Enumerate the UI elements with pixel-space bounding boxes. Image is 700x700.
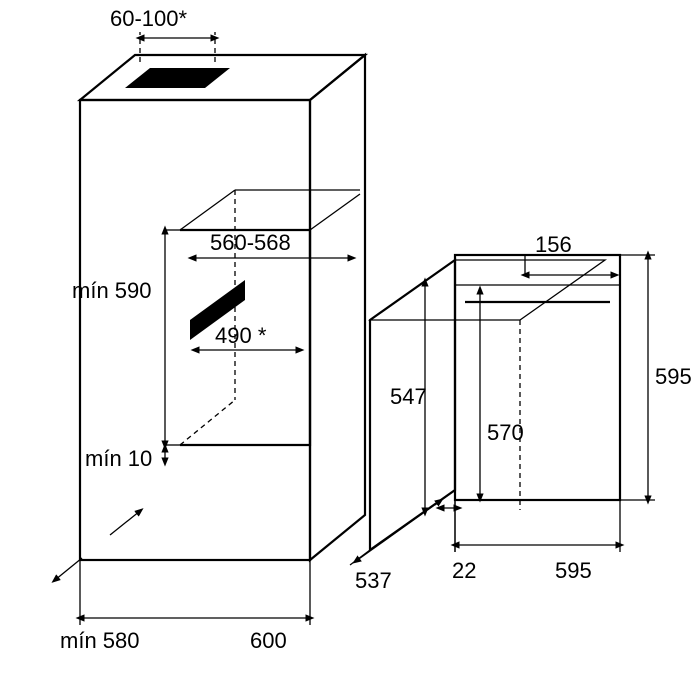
label-front-inner: 570 — [487, 420, 524, 445]
label-cabinet-width: 600 — [250, 628, 287, 653]
label-gap: mín 10 — [85, 446, 152, 471]
label-front-offset: 22 — [452, 558, 476, 583]
label-front-width: 595 — [555, 558, 592, 583]
label-oven-depth: 537 — [355, 568, 392, 593]
label-opening-height: mín 590 — [72, 278, 152, 303]
label-body-height: 547 — [390, 384, 427, 409]
oven-dimension-diagram: 60-100* 560-568 490 * mín 590 mín 10 600 — [0, 0, 700, 700]
label-panel-width: 156 — [535, 232, 572, 257]
cabinet-cutout: 60-100* 560-568 490 * mín 590 mín 10 600 — [55, 6, 365, 653]
label-inner-width: 560-568 — [210, 230, 291, 255]
label-vent: 60-100* — [110, 6, 188, 31]
label-front-height: 595 — [655, 364, 692, 389]
label-inner-depth: 490 * — [215, 323, 267, 348]
vent-slot — [125, 68, 230, 88]
label-cabinet-depth: mín 580 — [60, 628, 140, 653]
oven-unit: 156 547 570 595 537 22 595 — [350, 232, 692, 593]
